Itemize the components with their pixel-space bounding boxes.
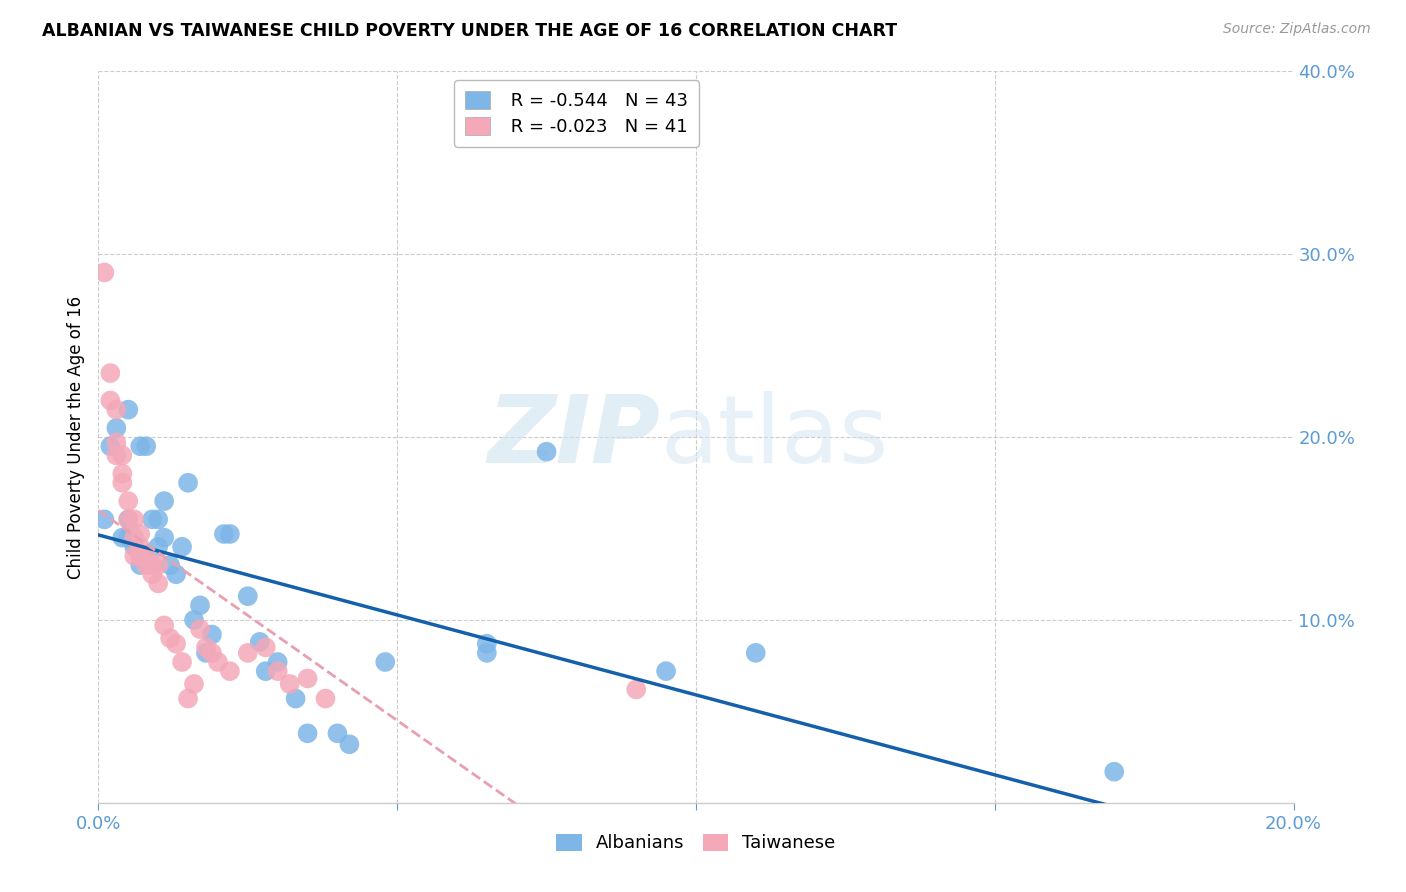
Point	[267, 655, 290, 669]
Point	[626, 682, 648, 697]
Point	[111, 467, 134, 481]
Point	[135, 549, 157, 563]
Point	[129, 558, 152, 573]
Point	[153, 494, 176, 508]
Point	[141, 558, 163, 573]
Point	[159, 632, 181, 646]
Point	[111, 531, 134, 545]
Point	[129, 549, 152, 563]
Point	[141, 558, 163, 573]
Point	[745, 646, 768, 660]
Point	[339, 737, 361, 751]
Text: ZIP: ZIP	[488, 391, 661, 483]
Point	[135, 439, 157, 453]
Point	[195, 640, 218, 655]
Point	[201, 646, 224, 660]
Text: ALBANIAN VS TAIWANESE CHILD POVERTY UNDER THE AGE OF 16 CORRELATION CHART: ALBANIAN VS TAIWANESE CHILD POVERTY UNDE…	[42, 22, 897, 40]
Point	[135, 558, 157, 573]
Point	[124, 531, 146, 545]
Point	[148, 558, 170, 573]
Point	[129, 527, 152, 541]
Point	[177, 475, 200, 490]
Point	[148, 576, 170, 591]
Point	[141, 512, 163, 526]
Point	[153, 618, 176, 632]
Point	[284, 691, 307, 706]
Point	[1104, 764, 1126, 779]
Point	[105, 402, 128, 417]
Y-axis label: Child Poverty Under the Age of 16: Child Poverty Under the Age of 16	[66, 295, 84, 579]
Point	[297, 726, 319, 740]
Point	[165, 637, 187, 651]
Point	[93, 512, 115, 526]
Point	[105, 448, 128, 462]
Point	[117, 402, 139, 417]
Point	[124, 540, 146, 554]
Point	[475, 637, 498, 651]
Point	[111, 475, 134, 490]
Point	[117, 531, 139, 545]
Point	[98, 393, 122, 408]
Point	[183, 613, 205, 627]
Point	[124, 549, 146, 563]
Point	[117, 512, 139, 526]
Text: Source: ZipAtlas.com: Source: ZipAtlas.com	[1223, 22, 1371, 37]
Legend: Albanians, Taiwanese: Albanians, Taiwanese	[550, 826, 842, 860]
Point	[105, 435, 128, 450]
Point	[177, 691, 200, 706]
Point	[201, 627, 224, 641]
Point	[475, 646, 498, 660]
Point	[165, 567, 187, 582]
Point	[148, 512, 170, 526]
Point	[183, 677, 205, 691]
Point	[129, 439, 152, 453]
Point	[249, 635, 271, 649]
Point	[141, 567, 163, 582]
Point	[105, 421, 128, 435]
Point	[117, 494, 139, 508]
Point	[212, 527, 235, 541]
Point	[315, 691, 337, 706]
Point	[207, 655, 229, 669]
Point	[278, 677, 301, 691]
Point	[374, 655, 396, 669]
Point	[219, 664, 242, 678]
Point	[135, 549, 157, 563]
Point	[536, 444, 558, 458]
Point	[153, 531, 176, 545]
Point	[98, 366, 122, 380]
Point	[297, 672, 319, 686]
Text: atlas: atlas	[661, 391, 889, 483]
Point	[172, 540, 194, 554]
Point	[195, 646, 218, 660]
Point	[236, 589, 259, 603]
Point	[188, 599, 211, 613]
Point	[124, 512, 146, 526]
Point	[129, 540, 152, 554]
Point	[254, 664, 277, 678]
Point	[93, 266, 115, 280]
Point	[188, 622, 211, 636]
Point	[159, 558, 181, 573]
Point	[148, 540, 170, 554]
Point	[236, 646, 259, 660]
Point	[326, 726, 349, 740]
Point	[655, 664, 678, 678]
Point	[111, 448, 134, 462]
Point	[254, 640, 277, 655]
Point	[117, 512, 139, 526]
Point	[267, 664, 290, 678]
Point	[219, 527, 242, 541]
Point	[172, 655, 194, 669]
Point	[98, 439, 122, 453]
